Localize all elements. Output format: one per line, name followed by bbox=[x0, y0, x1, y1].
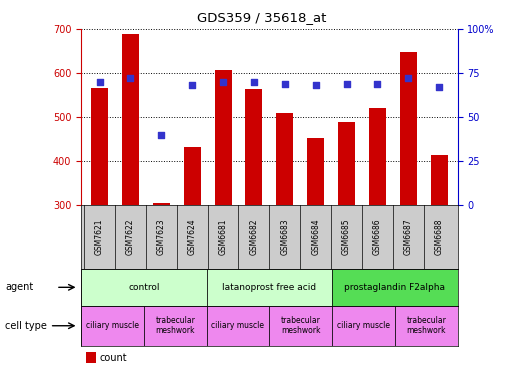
Text: GSM6684: GSM6684 bbox=[311, 219, 320, 255]
Bar bbox=[332, 269, 458, 306]
Point bbox=[157, 132, 165, 138]
Point bbox=[219, 79, 227, 85]
Text: trabecular
meshwork: trabecular meshwork bbox=[406, 316, 446, 336]
Text: control: control bbox=[128, 283, 160, 292]
Point bbox=[188, 83, 196, 89]
Text: GSM6687: GSM6687 bbox=[404, 219, 413, 255]
Text: GSM7624: GSM7624 bbox=[188, 219, 197, 255]
Text: trabecular
meshwork: trabecular meshwork bbox=[155, 316, 195, 336]
Point bbox=[95, 79, 104, 85]
Point bbox=[435, 84, 444, 90]
Point bbox=[281, 81, 289, 87]
Text: GSM7622: GSM7622 bbox=[126, 219, 135, 255]
Bar bbox=[369, 108, 386, 205]
Bar bbox=[207, 269, 332, 306]
Bar bbox=[81, 269, 207, 306]
Text: GDS359 / 35618_at: GDS359 / 35618_at bbox=[197, 11, 326, 24]
Bar bbox=[144, 306, 207, 346]
Text: latanoprost free acid: latanoprost free acid bbox=[222, 283, 316, 292]
Text: trabecular
meshwork: trabecular meshwork bbox=[281, 316, 321, 336]
Text: ciliary muscle: ciliary muscle bbox=[337, 321, 390, 330]
Bar bbox=[400, 52, 417, 205]
Text: GSM6681: GSM6681 bbox=[219, 219, 228, 255]
Bar bbox=[430, 155, 448, 205]
Bar bbox=[245, 89, 263, 205]
Text: GSM6682: GSM6682 bbox=[249, 219, 258, 255]
Text: GSM7623: GSM7623 bbox=[157, 219, 166, 255]
Bar bbox=[207, 306, 269, 346]
Text: ciliary muscle: ciliary muscle bbox=[211, 321, 265, 330]
Point bbox=[404, 75, 413, 81]
Text: prostaglandin F2alpha: prostaglandin F2alpha bbox=[344, 283, 446, 292]
Text: GSM6686: GSM6686 bbox=[373, 219, 382, 255]
Text: GSM6685: GSM6685 bbox=[342, 219, 351, 255]
Bar bbox=[276, 113, 293, 205]
Bar bbox=[269, 306, 332, 346]
Text: ciliary muscle: ciliary muscle bbox=[86, 321, 139, 330]
Text: GSM6683: GSM6683 bbox=[280, 219, 289, 255]
Bar bbox=[153, 203, 170, 205]
Bar bbox=[81, 306, 144, 346]
Bar bbox=[214, 70, 232, 205]
Bar bbox=[307, 138, 324, 205]
Bar bbox=[332, 306, 395, 346]
Text: count: count bbox=[100, 354, 128, 363]
Bar bbox=[122, 34, 139, 205]
Bar bbox=[395, 306, 458, 346]
Point bbox=[343, 81, 351, 87]
Bar bbox=[91, 88, 108, 205]
Bar bbox=[338, 122, 355, 205]
Text: agent: agent bbox=[5, 282, 33, 292]
Text: GSM6688: GSM6688 bbox=[435, 219, 444, 255]
Bar bbox=[184, 146, 201, 205]
Point bbox=[249, 79, 258, 85]
Point bbox=[312, 83, 320, 89]
Text: GSM7621: GSM7621 bbox=[95, 219, 104, 255]
Point bbox=[126, 75, 134, 81]
Point bbox=[373, 81, 382, 87]
Text: cell type: cell type bbox=[5, 321, 47, 331]
